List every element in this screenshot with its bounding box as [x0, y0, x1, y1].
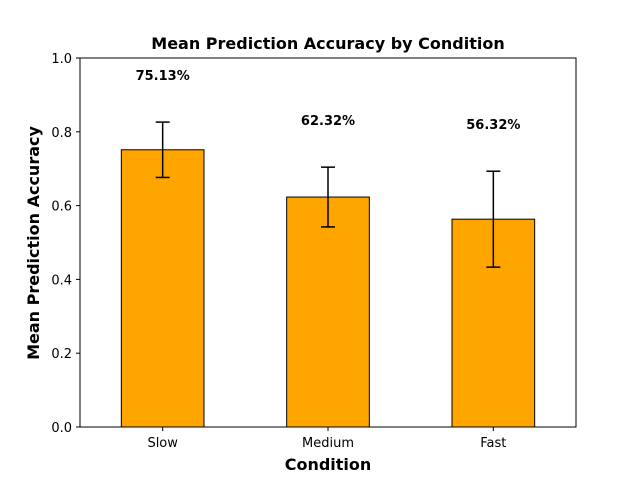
- x-tick-label-medium: Medium: [302, 436, 354, 451]
- x-axis-ticks: Slow Medium Fast: [147, 427, 506, 451]
- y-tick-label: 0.2: [51, 347, 72, 362]
- y-axis-ticks: 0.0 0.2 0.4 0.6 0.8 1.0: [51, 52, 80, 436]
- x-axis-label: Condition: [285, 455, 372, 474]
- error-bar-slow: [155, 121, 170, 179]
- data-label-fast: 56.32%: [466, 118, 520, 133]
- chart-title: Mean Prediction Accuracy by Condition: [151, 34, 504, 53]
- y-axis-label: Mean Prediction Accuracy: [24, 126, 43, 360]
- y-tick-label: 1.0: [51, 52, 72, 67]
- y-tick-label: 0.6: [51, 200, 72, 215]
- data-label-medium: 62.32%: [301, 114, 355, 129]
- x-tick-label-slow: Slow: [147, 436, 178, 451]
- plot-area-frame: [79, 57, 577, 428]
- error-bars-layer: [155, 121, 501, 268]
- x-tick-label-fast: Fast: [480, 436, 506, 451]
- data-labels-layer: 75.13% 62.32% 56.32%: [136, 69, 521, 133]
- error-bar-fast: [486, 170, 501, 268]
- error-bar-medium: [321, 166, 335, 228]
- data-label-slow: 75.13%: [136, 69, 190, 84]
- y-tick-label: 0.4: [51, 273, 72, 288]
- y-tick-label: 0.0: [51, 421, 72, 436]
- bar-medium: [286, 196, 370, 428]
- y-tick-label: 0.8: [51, 126, 72, 141]
- bar-slow: [120, 149, 205, 428]
